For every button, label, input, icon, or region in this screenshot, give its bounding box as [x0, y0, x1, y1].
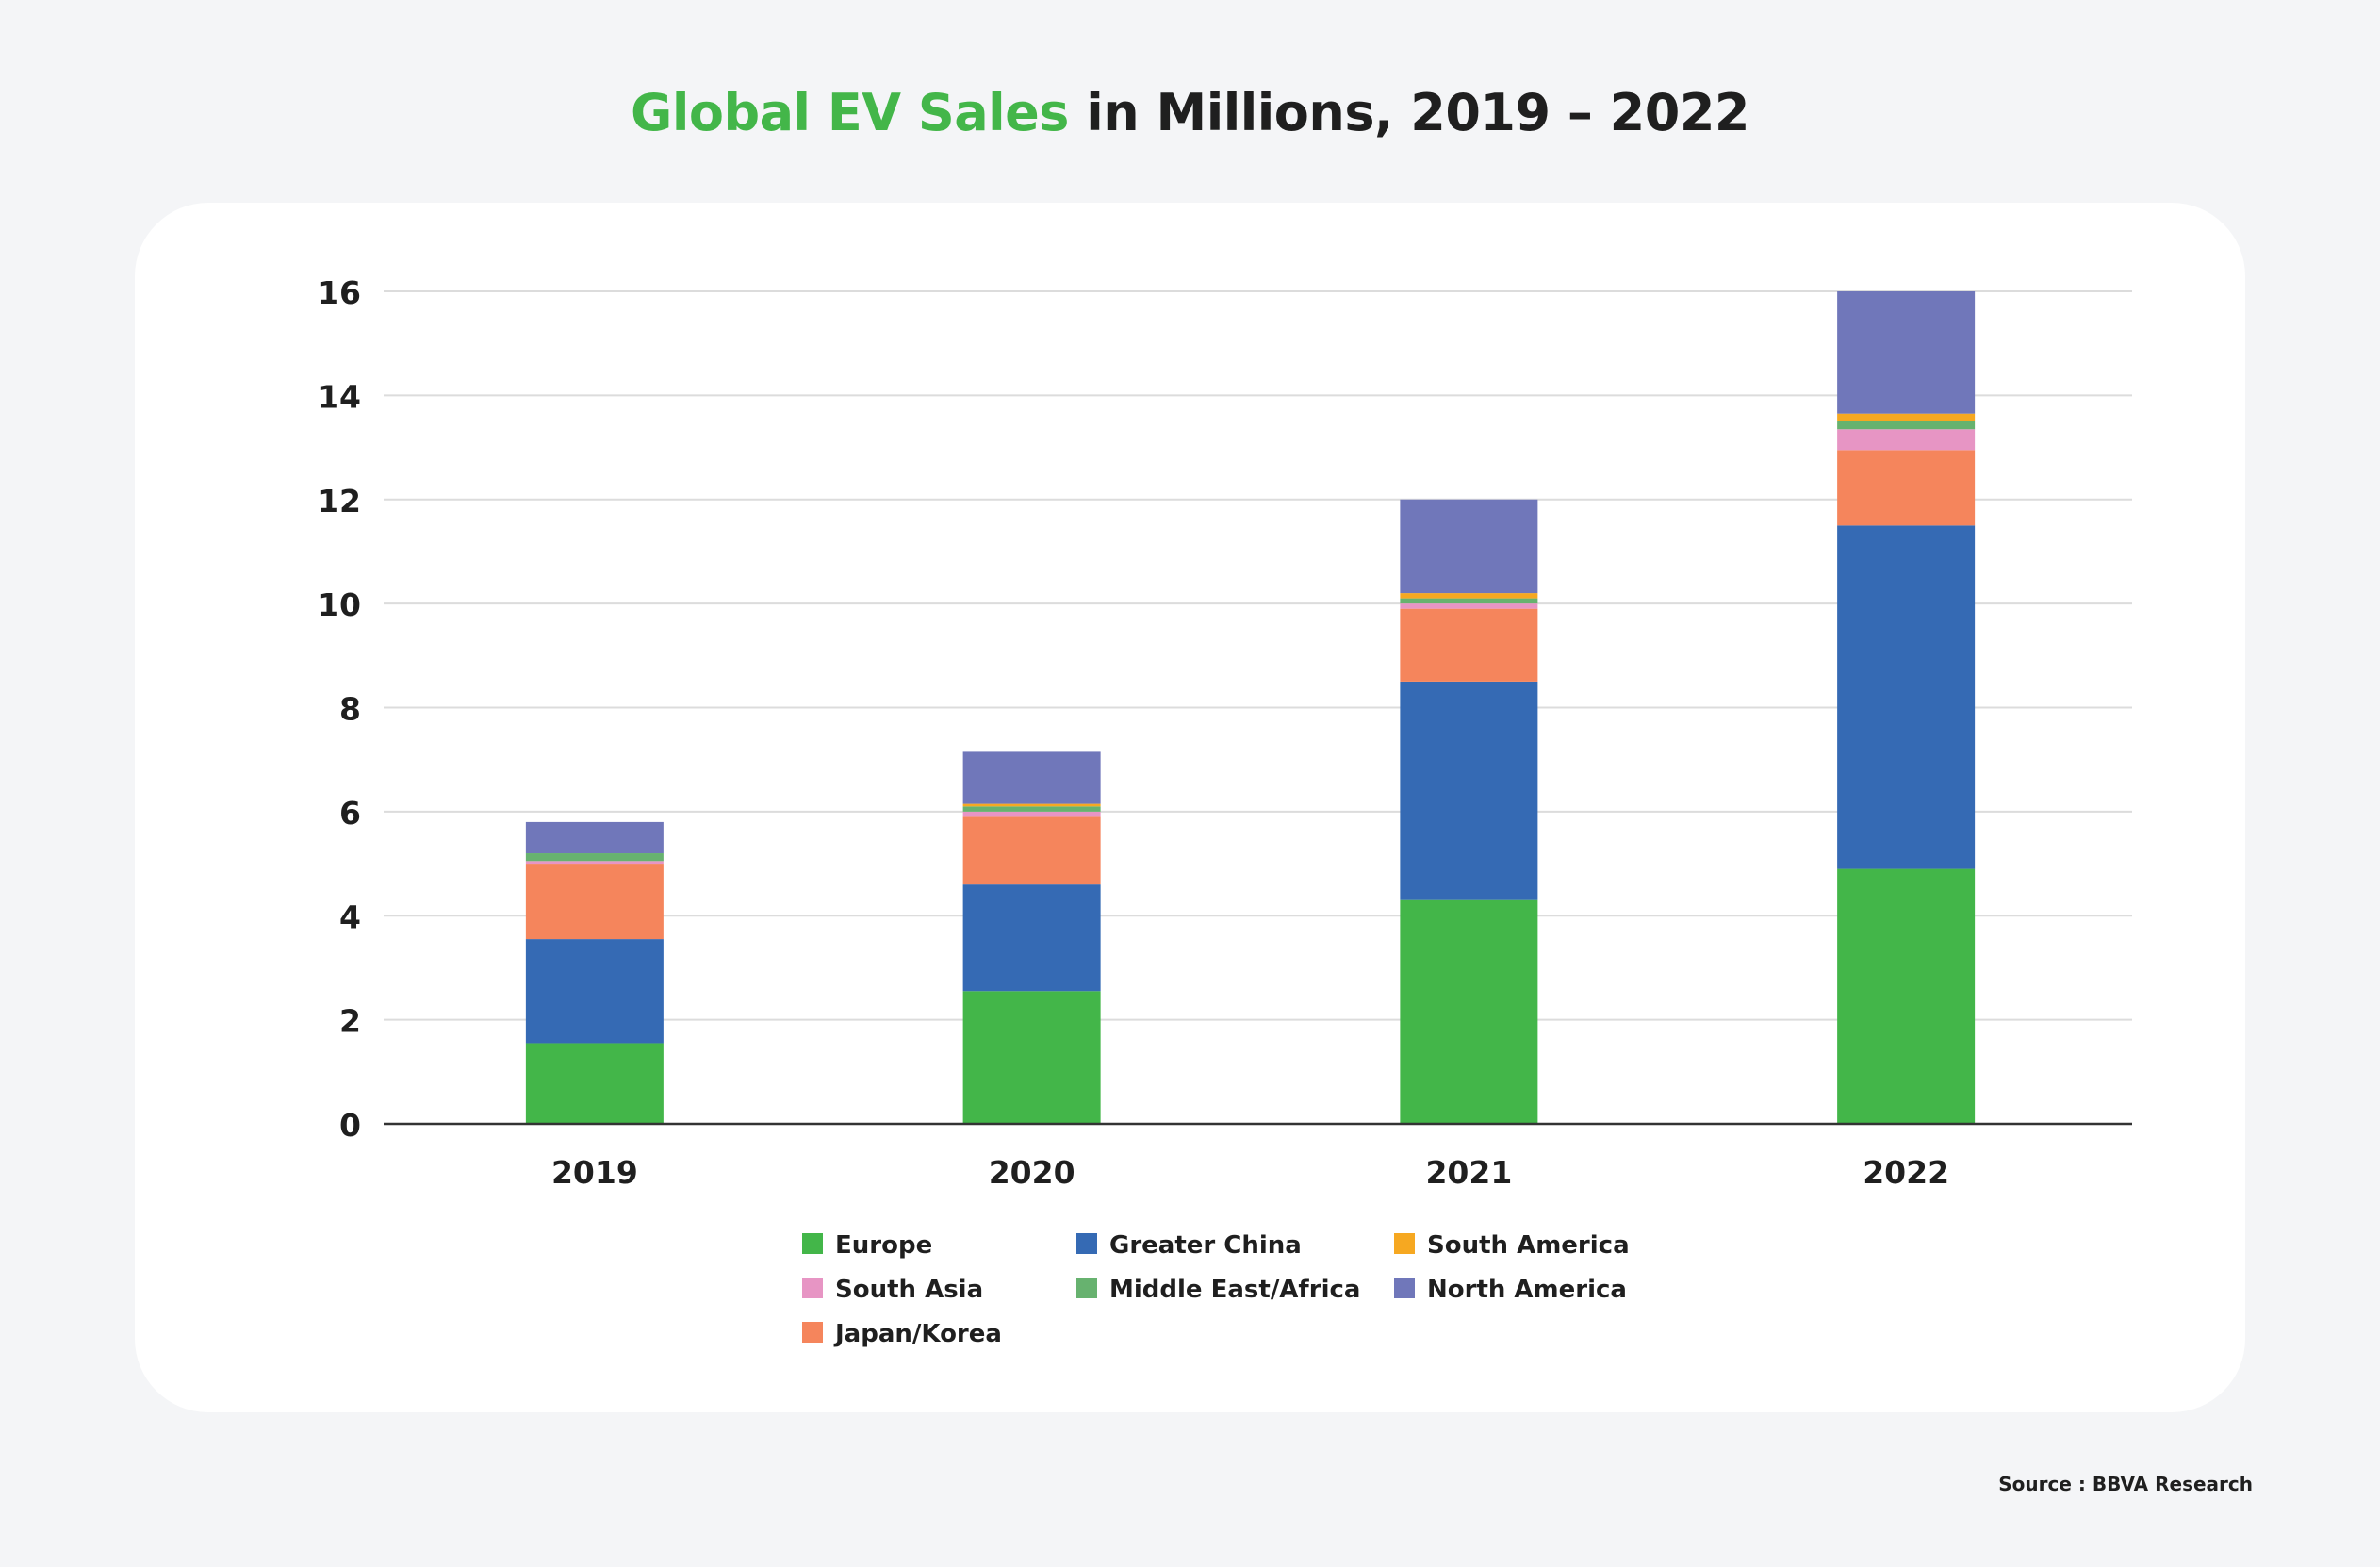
bar-segment-north-america — [1400, 499, 1538, 594]
legend-label: Middle East/Africa — [1109, 1276, 1360, 1304]
bar-segment-middle-east-africa — [962, 806, 1101, 812]
bar-segment-south-asia — [525, 861, 664, 865]
bar-segment-north-america — [1837, 291, 1976, 414]
bar-segment-japan-korea — [1837, 450, 1976, 526]
legend-swatch — [1076, 1278, 1097, 1298]
legend-swatch — [1394, 1278, 1415, 1298]
bar-segment-south-asia — [1400, 603, 1538, 609]
bar-segment-europe — [1837, 868, 1976, 1124]
y-tick-label: 4 — [339, 899, 361, 935]
chart-title-highlight: Global EV Sales — [631, 83, 1069, 142]
bar-segment-greater-china — [962, 884, 1101, 992]
bar-segment-greater-china — [1837, 525, 1976, 869]
bar-segment-greater-china — [1400, 681, 1538, 900]
y-tick-label: 0 — [339, 1107, 361, 1144]
legend-label: Greater China — [1109, 1231, 1302, 1260]
y-tick-label: 16 — [318, 274, 361, 311]
legend-label: North America — [1427, 1276, 1627, 1304]
bar-segment-japan-korea — [1400, 608, 1538, 682]
legend-label: Japan/Korea — [833, 1320, 1002, 1348]
chart-title: Global EV Sales in Millions, 2019 – 2022 — [0, 83, 2380, 142]
x-tick-label: 2022 — [1863, 1154, 1949, 1191]
y-tick-label: 6 — [339, 795, 361, 832]
bar-segment-middle-east-africa — [1400, 598, 1538, 604]
bar-segment-europe — [962, 991, 1101, 1124]
source-note: Source : BBVA Research — [1998, 1473, 2253, 1495]
legend-label: South Asia — [835, 1276, 983, 1304]
legend-swatch — [802, 1233, 823, 1254]
bar-segment-south-america — [1837, 413, 1976, 421]
bar-segment-south-asia — [1837, 429, 1976, 451]
legend-swatch — [802, 1278, 823, 1298]
x-tick-label: 2020 — [989, 1154, 1075, 1191]
y-tick-label: 10 — [318, 586, 361, 623]
bar-segment-south-asia — [962, 811, 1101, 817]
bar-segment-middle-east-africa — [525, 853, 664, 862]
legend-label: Europe — [835, 1231, 932, 1260]
bar-segment-japan-korea — [525, 864, 664, 940]
legend-label: South America — [1427, 1231, 1630, 1260]
bar-segment-south-america — [962, 803, 1101, 807]
bar-segment-north-america — [962, 751, 1101, 804]
bar-segment-south-america — [1400, 593, 1538, 599]
y-tick-label: 14 — [318, 378, 361, 415]
legend-swatch — [802, 1322, 823, 1343]
x-tick-label: 2021 — [1425, 1154, 1512, 1191]
bar-segment-japan-korea — [962, 816, 1101, 885]
legend-swatch — [1394, 1233, 1415, 1254]
bar-segment-europe — [1400, 899, 1538, 1124]
chart-title-rest: in Millions, 2019 – 2022 — [1068, 83, 1749, 142]
bar-segment-greater-china — [525, 939, 664, 1044]
x-tick-label: 2019 — [551, 1154, 638, 1191]
y-tick-label: 12 — [318, 483, 361, 520]
bar-segment-north-america — [525, 821, 664, 854]
bar-segment-europe — [525, 1043, 664, 1124]
bar-segment-middle-east-africa — [1837, 421, 1976, 430]
y-tick-label: 8 — [339, 691, 361, 728]
legend-swatch — [1076, 1233, 1097, 1254]
y-tick-label: 2 — [339, 1003, 361, 1040]
